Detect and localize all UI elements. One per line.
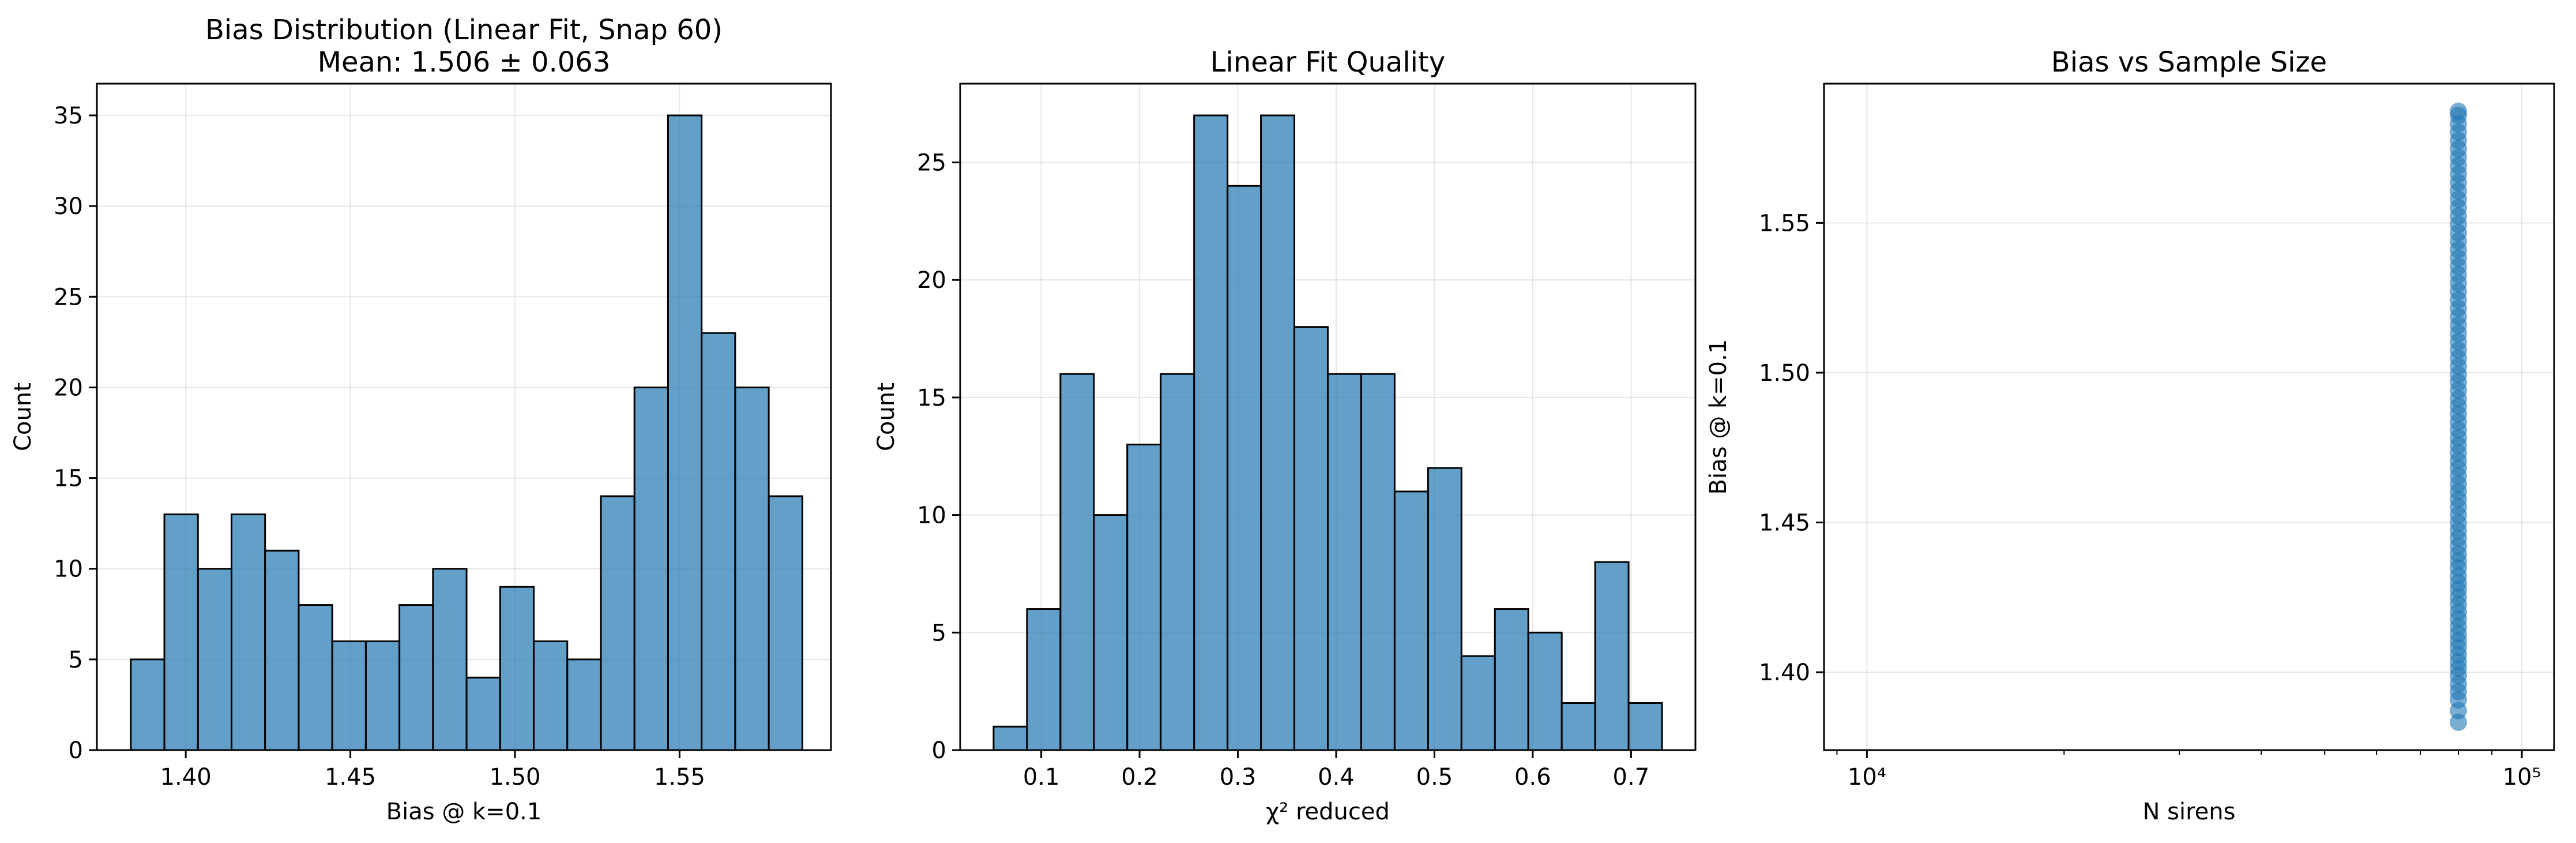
histogram-bar (298, 604, 333, 751)
axes-frame (96, 83, 832, 751)
chart-subtitle: Mean: 1.506 ± 0.063 (318, 46, 611, 78)
histogram-bar (1427, 467, 1462, 751)
histogram-bar (331, 640, 367, 751)
histogram-bar (768, 495, 803, 751)
y-tick-label: 15 (54, 466, 83, 492)
y-tick-label: 35 (54, 103, 83, 129)
y-tick-label: 1.55 (1759, 210, 1810, 237)
x-axis-label: χ² reduced (1266, 799, 1390, 825)
axes-frame (959, 83, 1697, 751)
histogram-bar (398, 604, 434, 751)
x-tick-label: 10⁵ (2503, 764, 2541, 790)
x-axis-label: N sirens (2143, 799, 2236, 825)
y-tick-label: 25 (54, 284, 83, 310)
chart-panel-2: 0.1 0.2 0.3 0.4 0.5 0.6 0.7 0 5 10 15 20 25 χ² reduce… (873, 46, 1697, 825)
histogram-bar (465, 676, 501, 751)
scatter-point (2450, 102, 2468, 120)
histogram-bar (1327, 373, 1362, 751)
histogram-bar (566, 658, 602, 751)
x-tick-label: 1.40 (160, 764, 212, 790)
histogram-bar (1260, 114, 1296, 751)
histogram-bar (701, 332, 736, 751)
histogram-bar (1126, 443, 1162, 751)
histogram-bar (633, 386, 669, 751)
x-tick-label: 0.2 (1121, 764, 1158, 790)
chart-title: Bias Distribution (Linear Fit, Snap 60) (205, 14, 723, 46)
x-tick-label: 10⁴ (1848, 764, 1886, 790)
y-tick-label: 5 (69, 647, 83, 673)
histogram-bar (1160, 373, 1195, 751)
x-tick-label: 0.4 (1318, 764, 1355, 790)
histogram-bar (1360, 373, 1396, 751)
histogram-bar (1627, 702, 1663, 751)
histogram-bar (734, 386, 770, 751)
axes-frame (1823, 83, 2555, 751)
histogram-bar (1460, 655, 1496, 751)
histogram-bar (1494, 608, 1529, 751)
histogram-bar (1293, 326, 1329, 751)
y-axis-label: Count (873, 383, 900, 451)
x-tick-label: 1.50 (489, 764, 540, 790)
x-tick-label: 0.3 (1220, 764, 1257, 790)
bars (130, 114, 803, 751)
histogram-bar (992, 725, 1028, 751)
histogram-bar (1594, 561, 1630, 751)
y-tick-label: 25 (917, 149, 946, 176)
histogram-bar (230, 513, 266, 751)
x-axis-label: Bias @ k=0.1 (386, 799, 542, 825)
chart-title: Bias vs Sample Size (2051, 46, 2327, 78)
bars (992, 114, 1663, 751)
histogram-bar (1093, 514, 1129, 751)
histogram-bar (1560, 702, 1596, 751)
y-tick-label: 1.50 (1759, 360, 1810, 387)
histogram-bar (364, 640, 401, 751)
histogram-bar (1193, 114, 1229, 751)
y-tick-label: 1.45 (1759, 509, 1810, 536)
histogram-bar (130, 658, 166, 751)
x-tick-label: 0.6 (1514, 764, 1551, 790)
histogram-bar (163, 513, 199, 751)
y-tick-label: 30 (54, 193, 83, 220)
x-tick-label: 0.1 (1023, 764, 1060, 790)
y-tick-label: 0 (932, 737, 946, 764)
x-tick-label: 1.45 (325, 764, 376, 790)
histogram-bar (499, 586, 535, 751)
y-tick-label: 1.40 (1759, 660, 1810, 686)
y-tick-label: 10 (917, 503, 946, 529)
histogram-bar (1026, 608, 1062, 751)
histogram-bar (1059, 373, 1095, 751)
y-tick-label: 0 (69, 737, 83, 764)
grid (1824, 84, 2554, 750)
y-tick-label: 5 (932, 620, 946, 646)
x-tick-label: 0.7 (1613, 764, 1650, 790)
histogram-bar (197, 568, 232, 751)
histogram-bar (667, 114, 703, 751)
histogram-bar (264, 549, 300, 751)
chart-panel-1: 1.40 1.45 1.50 1.55 0 5 10 15 20 25 30 35 Bias @ k=0… (10, 14, 832, 825)
x-tick-label: 0.5 (1416, 764, 1453, 790)
histogram-bar (1527, 631, 1563, 751)
points (2450, 102, 2468, 731)
y-axis-label: Count (10, 383, 36, 451)
histogram-bar (1227, 185, 1262, 751)
histogram-bar (533, 640, 569, 751)
histogram-bar (600, 495, 635, 751)
y-tick-label: 10 (54, 556, 83, 583)
y-tick-label: 15 (917, 385, 946, 411)
y-tick-label: 20 (54, 374, 83, 401)
y-axis-label: Bias @ k=0.1 (1705, 339, 1732, 495)
chart-panel-3: 10⁴ 10⁵ 1.40 1.45 1.50 1.55 N sirens Bias @ k=0… (1705, 46, 2555, 825)
histogram-bar (1393, 490, 1429, 751)
histogram-bar (432, 568, 468, 751)
y-tick-label: 20 (917, 267, 946, 294)
chart-title: Linear Fit Quality (1210, 46, 1445, 78)
x-tick-label: 1.55 (654, 764, 705, 790)
